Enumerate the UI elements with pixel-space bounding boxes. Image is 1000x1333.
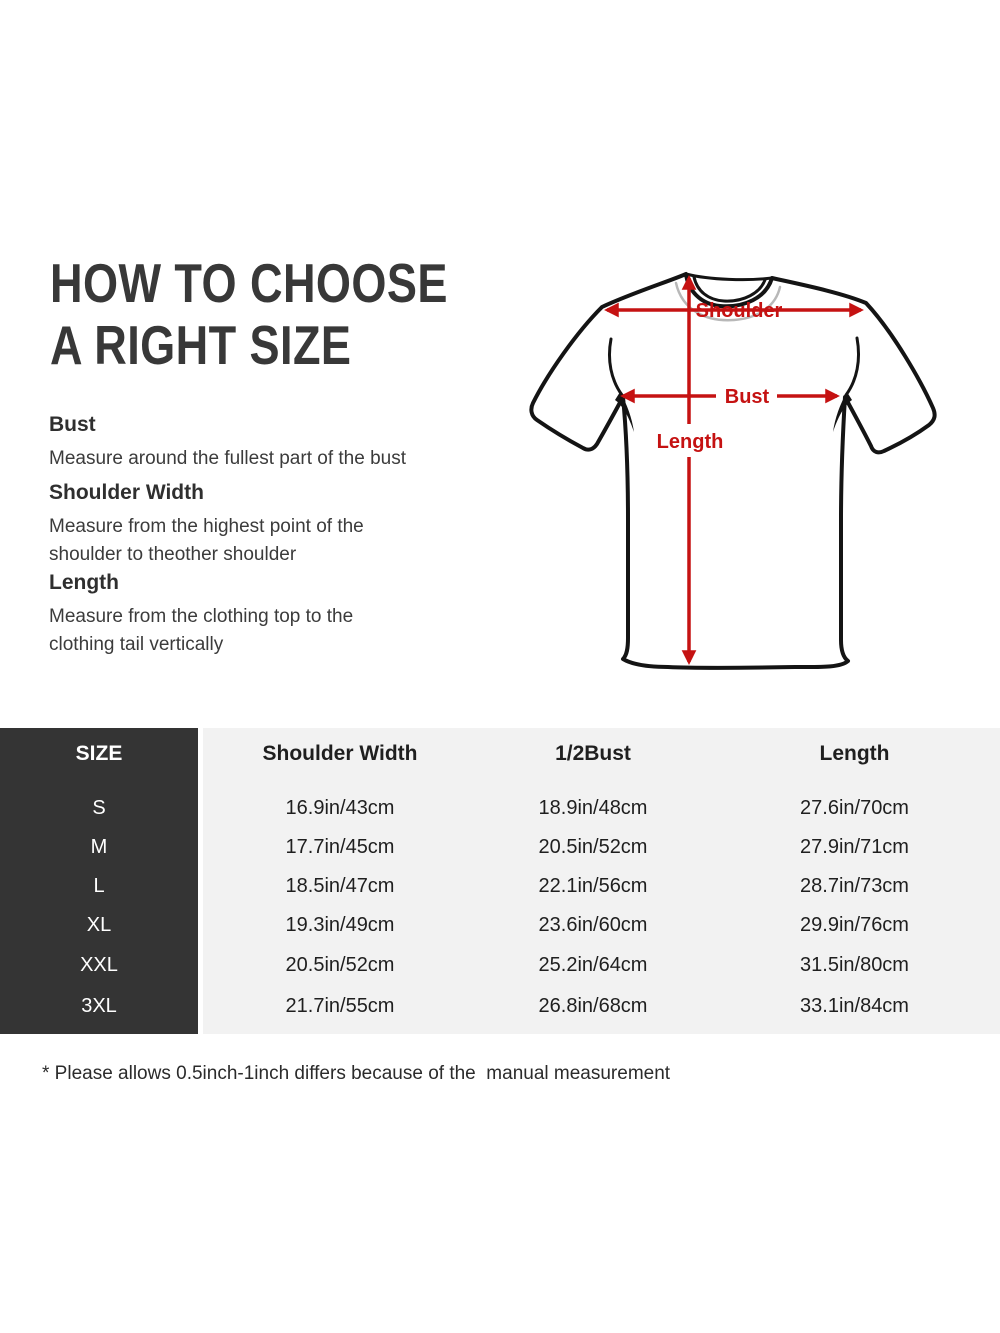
table-row-xl: XL 19.3in/49cm 23.6in/60cm 29.9in/76cm bbox=[0, 910, 1000, 940]
collar-inner-line bbox=[692, 275, 767, 303]
cell-shoulder: 21.7in/55cm bbox=[285, 994, 395, 1017]
section-length-text-line1: Measure from the clothing top to the bbox=[49, 606, 354, 627]
section-length-text-line2: clothing tail vertically bbox=[49, 634, 224, 655]
size-table-header-row: SIZE Shoulder Width 1/2Bust Length bbox=[0, 739, 1000, 769]
cell-bust: 23.6in/60cm bbox=[538, 913, 648, 936]
length-arrow-label: Length bbox=[657, 431, 724, 453]
section-length-text: Measure from the clothing top to the clot… bbox=[49, 603, 353, 659]
cell-length: 31.5in/80cm bbox=[800, 953, 909, 976]
section-shoulder-width-text: Measure from the highest point of the sho… bbox=[49, 513, 364, 569]
cell-bust: 20.5in/52cm bbox=[538, 835, 648, 858]
cell-size: S bbox=[92, 796, 106, 819]
cell-size: XL bbox=[86, 913, 112, 936]
section-length-heading: Length bbox=[49, 571, 119, 594]
section-length: Length Measure from the clothing top to … bbox=[49, 571, 353, 659]
cell-length: 29.9in/76cm bbox=[800, 913, 909, 936]
cell-length: 27.6in/70cm bbox=[800, 796, 909, 819]
bust-arrow-label: Bust bbox=[725, 386, 770, 408]
cell-shoulder: 16.9in/43cm bbox=[285, 796, 395, 819]
section-bust-text: Measure around the fullest part of the b… bbox=[49, 448, 406, 469]
col-header-length: Length bbox=[819, 742, 890, 765]
page-title-line2: A RIGHT SIZE bbox=[50, 314, 352, 376]
left-armpit-shadow bbox=[615, 392, 634, 432]
table-row-l: L 18.5in/47cm 22.1in/56cm 28.7in/73cm bbox=[0, 871, 1000, 901]
tshirt-diagram: Shoulder Bust Length bbox=[529, 272, 937, 670]
right-armpit-shadow bbox=[833, 392, 852, 432]
bust-arrow: Bust bbox=[620, 386, 840, 408]
cell-size: XXL bbox=[80, 953, 118, 976]
cell-shoulder: 18.5in/47cm bbox=[285, 874, 395, 897]
col-header-shoulder-width: Shoulder Width bbox=[262, 742, 418, 765]
cell-bust: 25.2in/64cm bbox=[538, 953, 648, 976]
page-title-line1: HOW TO CHOOSE bbox=[50, 252, 448, 314]
section-bust: Bust Measure around the fullest part of … bbox=[49, 413, 406, 473]
cell-bust: 22.1in/56cm bbox=[538, 874, 648, 897]
cell-bust: 18.9in/48cm bbox=[538, 796, 648, 819]
cell-size: 3XL bbox=[81, 994, 117, 1017]
cell-shoulder: 17.7in/45cm bbox=[285, 835, 395, 858]
cell-size: M bbox=[90, 835, 108, 858]
table-row-xxl: XXL 20.5in/52cm 25.2in/64cm 31.5in/80cm bbox=[0, 950, 1000, 980]
cell-bust: 26.8in/68cm bbox=[538, 994, 648, 1017]
cell-length: 28.7in/73cm bbox=[800, 874, 909, 897]
col-header-size: SIZE bbox=[75, 742, 123, 765]
size-table-size-column-bg bbox=[0, 728, 198, 1034]
cell-length: 27.9in/71cm bbox=[800, 835, 909, 858]
table-row-s: S 16.9in/43cm 18.9in/48cm 27.6in/70cm bbox=[0, 793, 1000, 823]
collar-shadow-line bbox=[674, 281, 782, 322]
shoulder-arrow-label: Shoulder bbox=[696, 300, 783, 322]
cell-shoulder: 20.5in/52cm bbox=[285, 953, 395, 976]
col-header-half-bust: 1/2Bust bbox=[555, 742, 631, 765]
cell-length: 33.1in/84cm bbox=[800, 994, 909, 1017]
left-armhole-seam bbox=[607, 337, 624, 397]
page-title: HOW TO CHOOSE A RIGHT SIZE bbox=[50, 252, 448, 376]
tshirt-outline bbox=[529, 272, 937, 670]
section-bust-heading: Bust bbox=[49, 413, 96, 436]
cell-size: L bbox=[93, 874, 105, 897]
section-shoulder-width-heading: Shoulder Width bbox=[49, 481, 204, 504]
length-arrow: Length bbox=[657, 275, 724, 665]
measurement-disclaimer: * Please allows 0.5inch-1inch differs be… bbox=[42, 1063, 671, 1084]
collar-top-line bbox=[684, 272, 774, 282]
table-row-3xl: 3XL 21.7in/55cm 26.8in/68cm 33.1in/84cm bbox=[0, 991, 1000, 1021]
right-armhole-seam bbox=[844, 336, 861, 397]
shoulder-arrow: Shoulder bbox=[604, 300, 864, 322]
section-shoulder-width: Shoulder Width Measure from the highest … bbox=[49, 481, 364, 569]
size-table-data-bg bbox=[203, 728, 1000, 1034]
table-row-m: M 17.7in/45cm 20.5in/52cm 27.9in/71cm bbox=[0, 832, 1000, 862]
section-shoulder-width-text-line1: Measure from the highest point of the bbox=[49, 516, 364, 537]
section-shoulder-width-text-line2: shoulder to theother shoulder bbox=[49, 544, 297, 565]
cell-shoulder: 19.3in/49cm bbox=[285, 913, 395, 936]
